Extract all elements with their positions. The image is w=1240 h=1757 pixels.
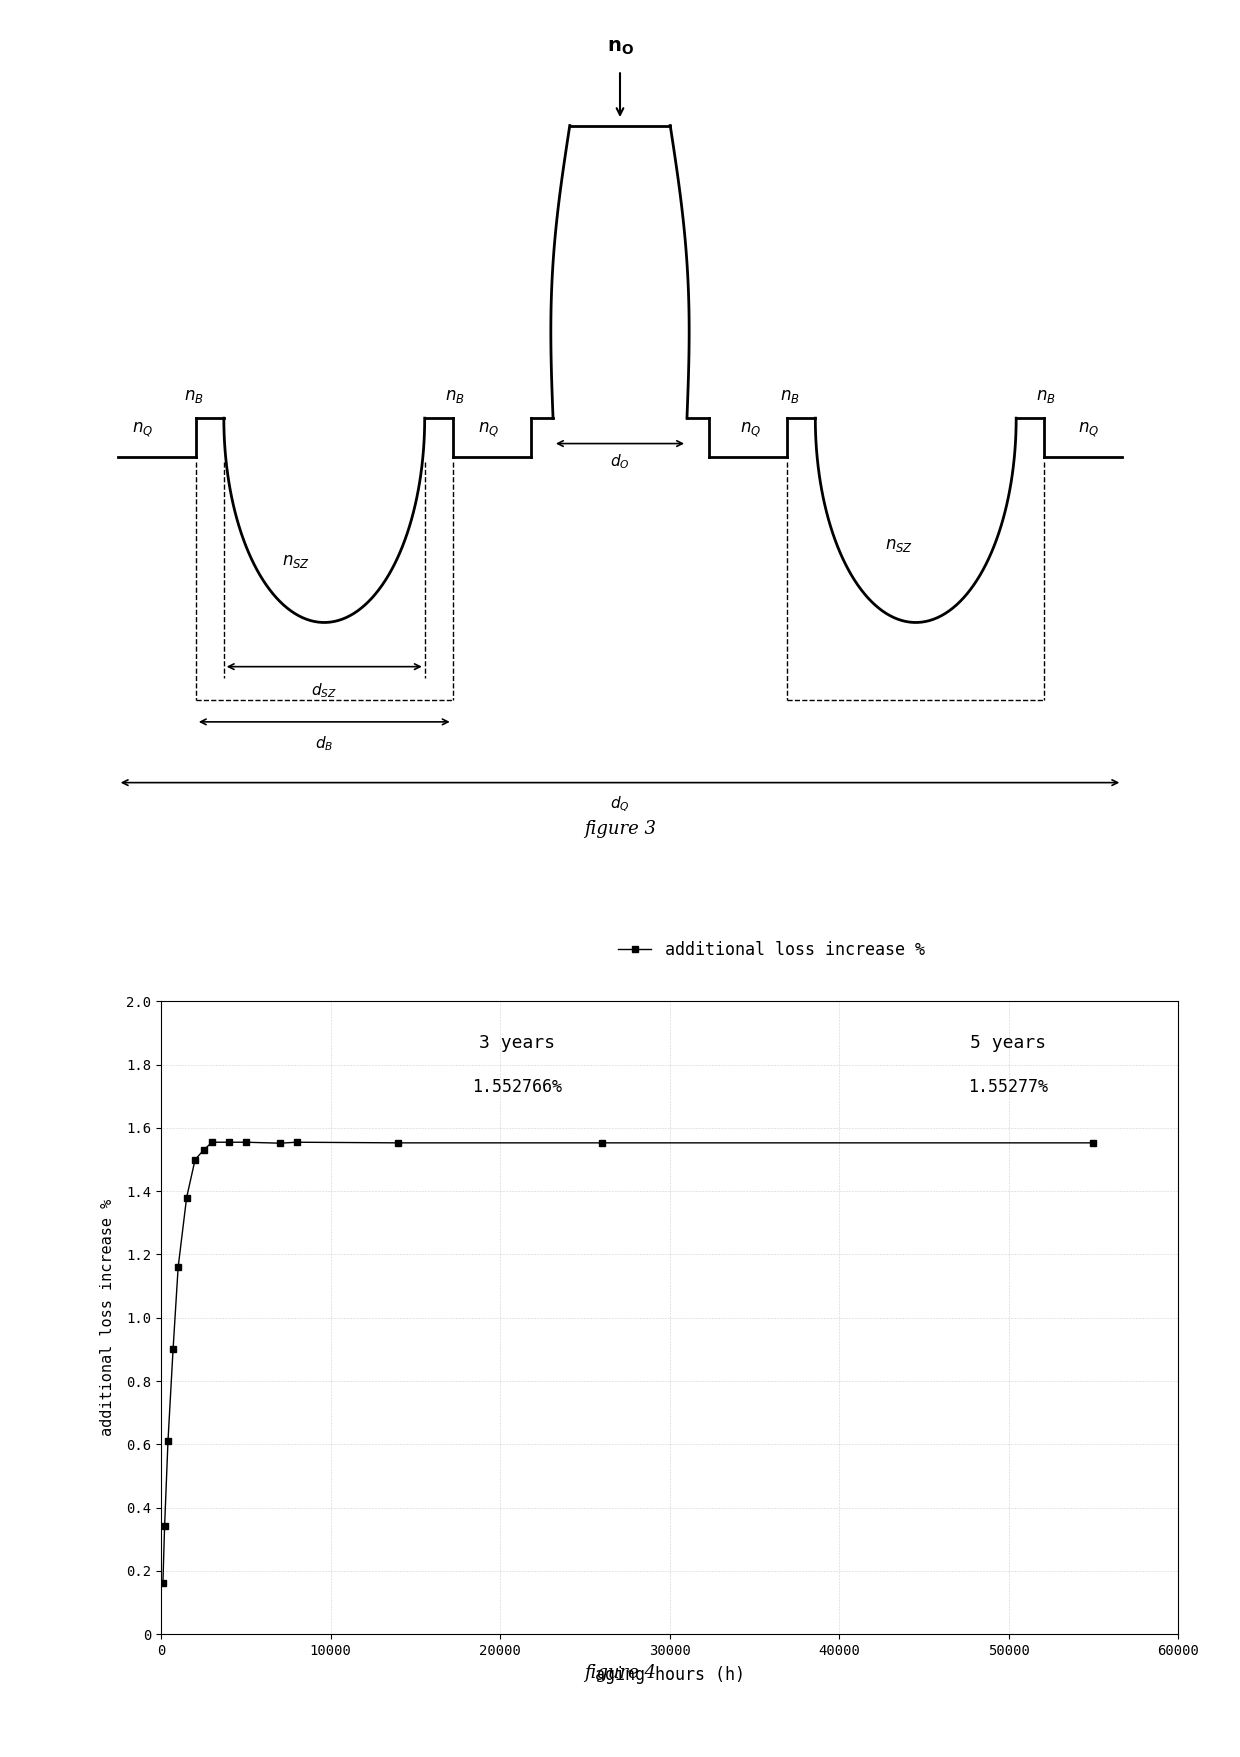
- Text: figure 3: figure 3: [584, 821, 656, 838]
- Text: $n_B$: $n_B$: [780, 388, 800, 404]
- Text: $n_{SZ}$: $n_{SZ}$: [283, 553, 310, 571]
- Text: $n_{SZ}$: $n_{SZ}$: [885, 536, 913, 553]
- Text: $n_B$: $n_B$: [445, 388, 465, 404]
- Text: $n_Q$: $n_Q$: [477, 420, 498, 439]
- X-axis label: aging hours (h): aging hours (h): [595, 1666, 744, 1683]
- Text: $d_Q$: $d_Q$: [610, 796, 630, 813]
- Text: 1.552766%: 1.552766%: [472, 1077, 562, 1096]
- Legend: additional loss increase %: additional loss increase %: [611, 935, 931, 965]
- Text: $d_{SZ}$: $d_{SZ}$: [311, 682, 337, 701]
- Text: $n_B$: $n_B$: [184, 388, 203, 404]
- Text: $d_O$: $d_O$: [610, 452, 630, 471]
- Text: $n_Q$: $n_Q$: [131, 420, 153, 439]
- Y-axis label: additional loss increase %: additional loss increase %: [100, 1198, 115, 1437]
- Text: $n_B$: $n_B$: [1037, 388, 1056, 404]
- Text: $n_Q$: $n_Q$: [740, 420, 761, 439]
- Text: $d_B$: $d_B$: [315, 734, 334, 754]
- Text: $\mathbf{n_O}$: $\mathbf{n_O}$: [606, 39, 634, 56]
- Text: $n_Q$: $n_Q$: [1078, 420, 1100, 439]
- Text: 5 years: 5 years: [971, 1033, 1047, 1052]
- Text: figure 4: figure 4: [584, 1664, 656, 1681]
- Text: 1.55277%: 1.55277%: [968, 1077, 1049, 1096]
- Text: 3 years: 3 years: [479, 1033, 556, 1052]
